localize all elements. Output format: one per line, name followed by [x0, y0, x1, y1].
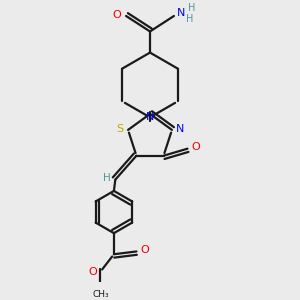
Text: H: H: [186, 14, 193, 24]
Text: N: N: [177, 8, 185, 18]
Text: CH₃: CH₃: [92, 290, 109, 299]
Text: O: O: [140, 245, 149, 255]
Text: N: N: [176, 124, 184, 134]
Text: O: O: [113, 10, 122, 20]
Text: S: S: [117, 124, 124, 134]
Text: H: H: [188, 3, 195, 13]
Text: O: O: [192, 142, 200, 152]
Text: H: H: [103, 173, 111, 183]
Text: N: N: [146, 112, 154, 122]
Text: O: O: [88, 267, 97, 277]
